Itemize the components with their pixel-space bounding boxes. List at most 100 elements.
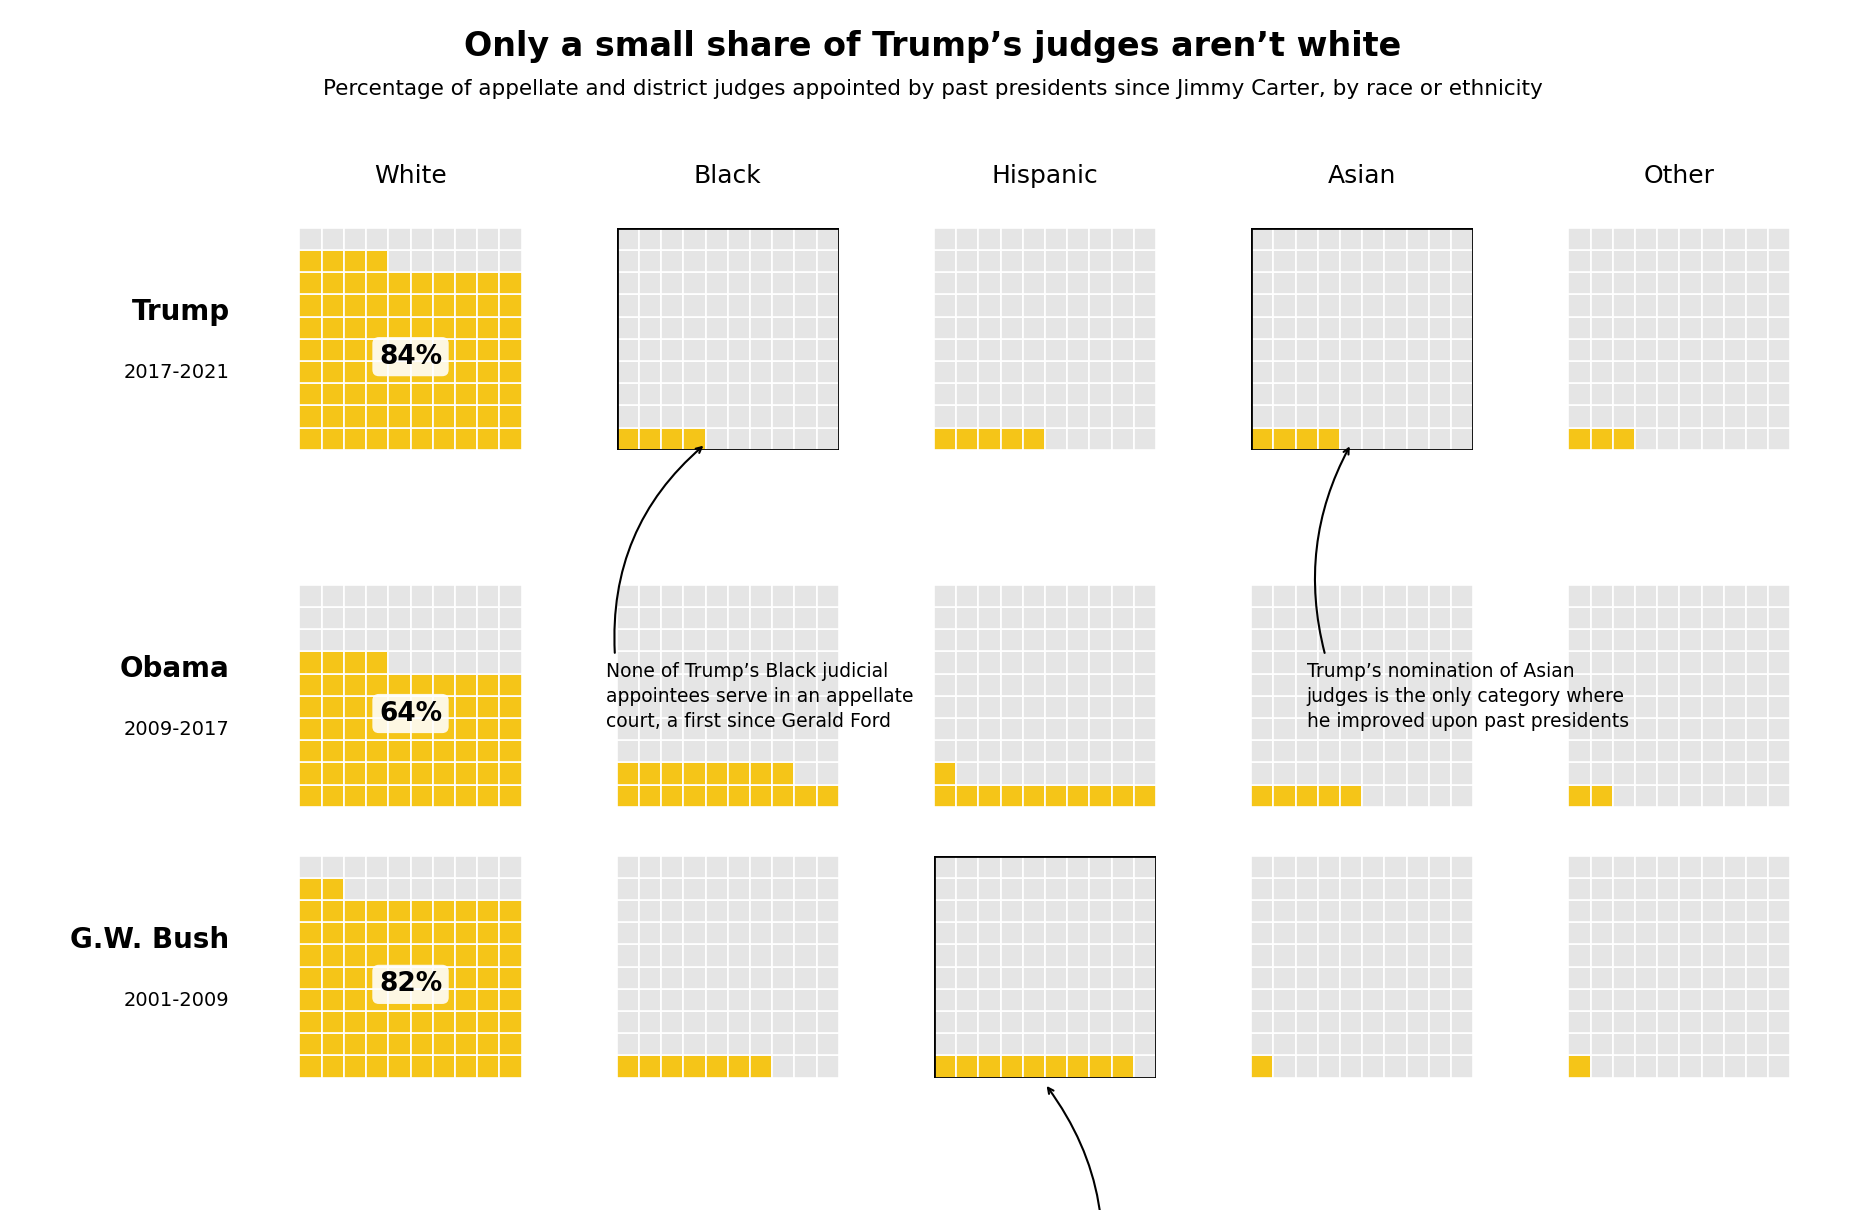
Bar [1429, 317, 1452, 339]
Bar [1567, 696, 1590, 718]
Bar [1273, 384, 1295, 405]
Bar [1452, 967, 1474, 989]
Bar [1317, 384, 1340, 405]
Bar [955, 718, 978, 741]
Bar [1702, 922, 1724, 944]
Bar [933, 944, 955, 967]
Bar [683, 674, 705, 696]
Bar [1112, 361, 1135, 384]
Bar [411, 989, 433, 1012]
Bar [1045, 855, 1067, 877]
Bar [299, 294, 321, 317]
Bar [1045, 762, 1067, 784]
Bar [1702, 651, 1724, 674]
Bar [478, 317, 500, 339]
Bar [750, 922, 773, 944]
Bar [1385, 696, 1407, 718]
Bar [455, 674, 478, 696]
Bar [683, 584, 705, 607]
Bar [388, 1033, 411, 1055]
Bar [1340, 405, 1362, 427]
Bar [1362, 674, 1385, 696]
Bar [1250, 272, 1273, 294]
Bar [978, 405, 1000, 427]
Bar [455, 317, 478, 339]
Bar [1045, 741, 1067, 762]
Bar [411, 384, 433, 405]
Bar [1135, 967, 1155, 989]
Bar [1679, 696, 1702, 718]
Bar [1452, 317, 1474, 339]
Bar [978, 967, 1000, 989]
Bar [1407, 361, 1429, 384]
Bar [1362, 718, 1385, 741]
Bar [705, 1012, 728, 1033]
Bar [817, 1033, 838, 1055]
Bar [1112, 227, 1135, 250]
Bar [1340, 651, 1362, 674]
Bar [1769, 877, 1789, 900]
Bar [455, 967, 478, 989]
Bar [1385, 762, 1407, 784]
Bar [1112, 944, 1135, 967]
Bar [1112, 967, 1135, 989]
Bar [978, 944, 1000, 967]
Bar [750, 272, 773, 294]
Bar [478, 607, 500, 629]
Bar [1679, 1033, 1702, 1055]
Bar [411, 405, 433, 427]
Bar [1067, 741, 1090, 762]
Text: Trump’s nomination of Asian
judges is the only category where
he improved upon p: Trump’s nomination of Asian judges is th… [1306, 662, 1629, 731]
Bar [978, 339, 1000, 361]
Bar [366, 1012, 388, 1033]
Bar [1090, 967, 1112, 989]
Bar [1657, 405, 1679, 427]
Bar [455, 696, 478, 718]
Bar [1747, 944, 1769, 967]
Bar [1340, 629, 1362, 651]
Bar [478, 629, 500, 651]
Bar [388, 855, 411, 877]
Bar [1385, 227, 1407, 250]
Bar [1769, 272, 1789, 294]
Bar [455, 294, 478, 317]
Bar [638, 1012, 661, 1033]
Bar [478, 294, 500, 317]
Bar [366, 361, 388, 384]
Bar [1747, 607, 1769, 629]
Bar [1747, 361, 1769, 384]
Bar [1769, 339, 1789, 361]
Bar [343, 989, 366, 1012]
Bar [773, 427, 795, 450]
Bar [705, 944, 728, 967]
Bar [773, 339, 795, 361]
Bar [1362, 1033, 1385, 1055]
Bar [750, 1033, 773, 1055]
Bar [773, 784, 795, 807]
Bar [1067, 989, 1090, 1012]
Bar [661, 250, 683, 272]
Bar [1724, 900, 1747, 922]
Bar [1135, 696, 1155, 718]
Bar [1000, 1033, 1023, 1055]
Bar [933, 967, 955, 989]
Bar [478, 651, 500, 674]
Bar [1612, 272, 1635, 294]
Bar [388, 1055, 411, 1078]
Bar [978, 1033, 1000, 1055]
Bar [1317, 900, 1340, 922]
Bar [705, 877, 728, 900]
Bar [1679, 294, 1702, 317]
Bar [366, 227, 388, 250]
Bar [661, 696, 683, 718]
Bar [795, 405, 817, 427]
Bar [1657, 294, 1679, 317]
Bar [1635, 922, 1657, 944]
Bar [1429, 989, 1452, 1012]
Bar [1090, 877, 1112, 900]
Bar [1135, 405, 1155, 427]
Bar [1635, 855, 1657, 877]
Bar [1702, 384, 1724, 405]
Bar [1769, 629, 1789, 651]
Bar [750, 651, 773, 674]
